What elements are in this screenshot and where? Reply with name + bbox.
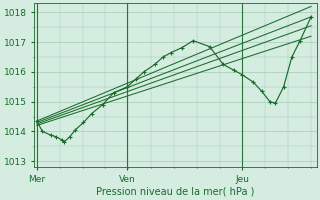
X-axis label: Pression niveau de la mer( hPa ): Pression niveau de la mer( hPa ) [96,187,254,197]
